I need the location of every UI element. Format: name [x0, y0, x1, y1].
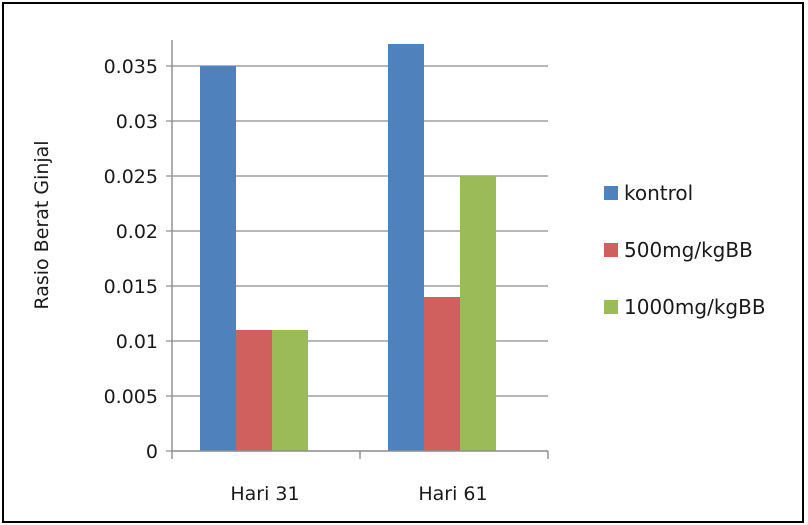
- y-tick-label: 0.02: [116, 221, 158, 243]
- legend: kontrol 500mg/kgBB 1000mg/kgBB: [604, 181, 766, 319]
- legend-label: 1000mg/kgBB: [624, 295, 766, 319]
- legend-swatch: [604, 243, 618, 257]
- legend-label: 500mg/kgBB: [624, 238, 753, 262]
- y-tick-label: 0.03: [116, 111, 158, 133]
- y-tick-label: 0.035: [104, 56, 158, 78]
- axes: 0 0.005 0.01 0.015 0.02 0.025 0.03 0.035 Hari 31…: [104, 40, 549, 505]
- bar-kontrol: [200, 66, 236, 451]
- bar-1000mg-kgbb: [272, 330, 308, 451]
- y-tick-label: 0.015: [104, 276, 158, 298]
- y-tick-label: 0.005: [104, 386, 158, 408]
- bar-kontrol: [388, 44, 424, 451]
- y-axis-title: Rasio Berat Ginjal: [31, 140, 53, 309]
- bars: [200, 44, 496, 451]
- x-category-label: Hari 31: [230, 483, 299, 505]
- x-category-label: Hari 61: [418, 483, 487, 505]
- bar-500mg-kgbb: [424, 297, 460, 451]
- legend-swatch: [604, 300, 618, 314]
- bar-500mg-kgbb: [236, 330, 272, 451]
- y-tick-label: 0: [146, 441, 158, 463]
- y-tick-label: 0.01: [116, 331, 158, 353]
- bar-1000mg-kgbb: [460, 176, 496, 451]
- legend-swatch: [604, 186, 618, 200]
- y-tick-label: 0.025: [104, 166, 158, 188]
- legend-label: kontrol: [624, 181, 693, 205]
